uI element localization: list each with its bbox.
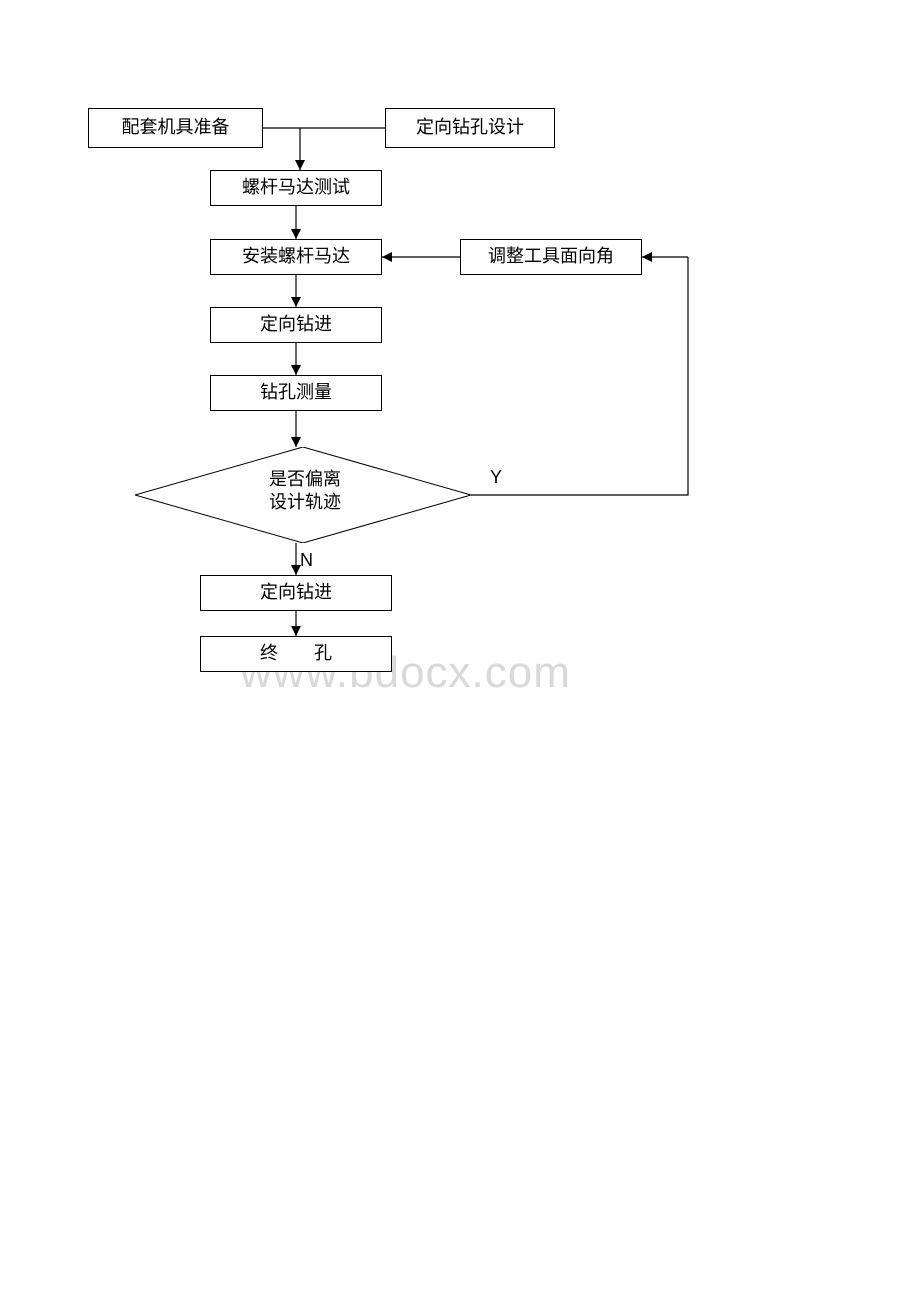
node-label: 调整工具面向角 <box>488 245 614 268</box>
decision-text: 是否偏离 设计轨迹 <box>230 468 380 515</box>
flowchart-canvas: www.bdocx.com <box>0 0 920 1302</box>
node-label: 螺杆马达测试 <box>242 176 350 199</box>
node-drill-design: 定向钻孔设计 <box>385 108 555 148</box>
label-no: N <box>300 550 313 571</box>
flow-lines <box>0 0 920 1302</box>
node-label: 定向钻进 <box>260 313 332 336</box>
node-install-motor: 安装螺杆马达 <box>210 239 382 275</box>
node-label: 终 孔 <box>260 642 332 665</box>
decision-line1: 是否偏离 <box>230 468 380 491</box>
node-directional-drill-1: 定向钻进 <box>210 307 382 343</box>
node-adjust-angle: 调整工具面向角 <box>460 239 642 275</box>
node-prep-tools: 配套机具准备 <box>88 108 263 148</box>
node-label: 钻孔测量 <box>260 381 332 404</box>
node-label: 安装螺杆马达 <box>242 245 350 268</box>
node-label: 定向钻孔设计 <box>416 116 524 139</box>
node-final-hole: 终 孔 <box>200 636 392 672</box>
node-directional-drill-2: 定向钻进 <box>200 575 392 611</box>
node-label: 定向钻进 <box>260 581 332 604</box>
node-motor-test: 螺杆马达测试 <box>210 170 382 206</box>
decision-line2: 设计轨迹 <box>230 491 380 514</box>
label-yes: Y <box>490 467 502 488</box>
node-label: 配套机具准备 <box>122 116 230 139</box>
node-hole-measure: 钻孔测量 <box>210 375 382 411</box>
